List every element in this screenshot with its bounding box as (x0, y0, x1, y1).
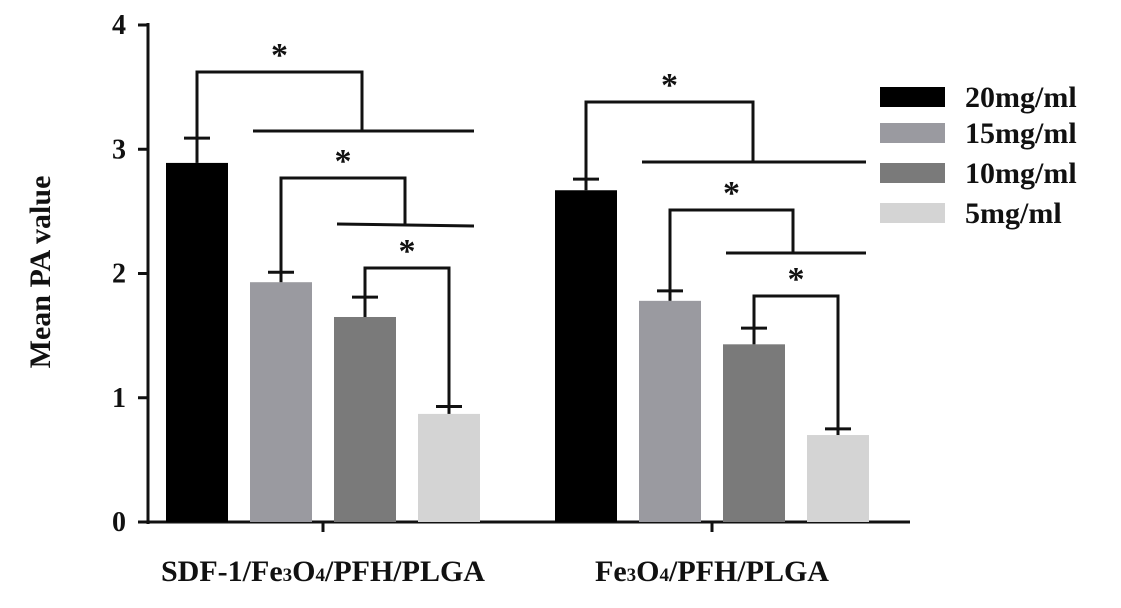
legend-swatch (880, 87, 945, 107)
y-tick-label: 3 (112, 134, 126, 165)
significance-star: * (723, 175, 740, 212)
y-tick-label: 4 (112, 10, 126, 41)
y-tick-label: 1 (112, 383, 126, 414)
bars (166, 162, 869, 523)
legend-label: 10mg/ml (965, 157, 1077, 190)
bar-20mgml-0 (166, 162, 228, 523)
y-tick-label: 2 (112, 259, 126, 290)
category-label: SDF-1/Fe3O4/PFH/PLGA (161, 555, 485, 588)
bar-15mgml-0 (250, 282, 312, 522)
bar-15mgml-1 (639, 300, 701, 522)
y-axis-label: Mean PA value (24, 176, 57, 369)
legend-swatch (880, 123, 945, 143)
bar-10mgml-0 (334, 316, 396, 522)
legend-label: 5mg/ml (965, 197, 1062, 230)
significance-bracket (363, 266, 451, 407)
bar-5mgml-1 (807, 435, 869, 522)
legend-swatch (880, 203, 945, 223)
significance-bracket (752, 294, 840, 429)
bar-20mgml-1 (555, 190, 617, 522)
legend-swatch (880, 163, 945, 183)
significance-group-line (336, 222, 475, 228)
significance-bracket (668, 208, 795, 291)
axes: 0 1 2 3 4 SDF-1/Fe3O4/PFH/PLGA Fe3O4/PFH/PLGA (112, 10, 910, 588)
significance-bracket (195, 70, 364, 139)
significance-bracket (584, 100, 755, 180)
significance-brackets: * * * * * * (195, 37, 866, 429)
significance-star: * (271, 37, 288, 74)
legend-label: 15mg/ml (965, 117, 1077, 150)
significance-star: * (661, 67, 678, 104)
significance-star: * (399, 233, 416, 270)
bar-5mgml-0 (418, 413, 480, 522)
bar-10mgml-1 (723, 344, 785, 522)
significance-star: * (335, 143, 352, 180)
significance-star: * (788, 261, 805, 298)
category-label: Fe3O4/PFH/PLGA (595, 555, 829, 588)
legend-label: 20mg/ml (965, 81, 1077, 114)
y-tick-label: 0 (112, 507, 126, 538)
significance-bracket (279, 176, 407, 273)
